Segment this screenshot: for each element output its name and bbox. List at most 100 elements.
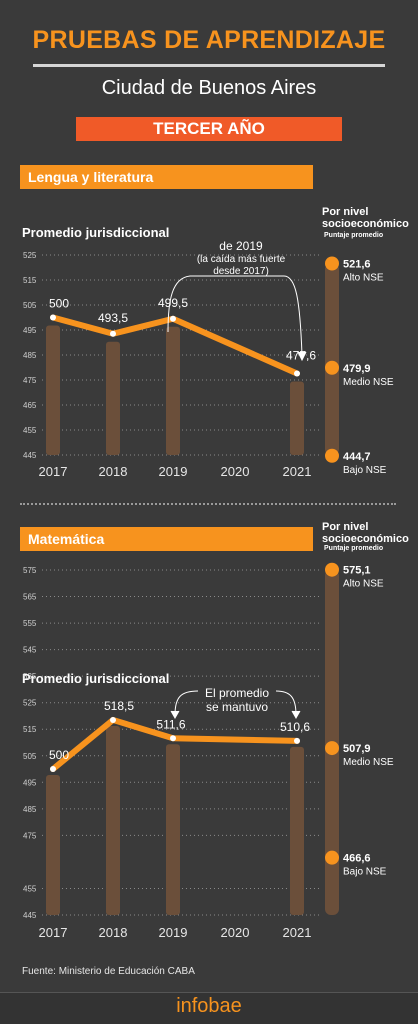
nse-category-label: Alto NSE — [343, 273, 384, 284]
nse-header-lengua: Por nivel socioeconómico — [322, 206, 409, 230]
x-tick-label: 2020 — [221, 464, 250, 479]
y-tick-label: 485 — [23, 805, 37, 814]
y-tick-label: 525 — [23, 251, 37, 260]
annotation-bracket — [174, 690, 199, 716]
data-point — [294, 370, 300, 377]
year-bar — [106, 725, 120, 915]
nse-category-label: Bajo NSE — [343, 867, 387, 878]
year-bar — [46, 775, 60, 915]
y-tick-label: 485 — [23, 351, 37, 360]
year-bar — [290, 381, 304, 455]
y-tick-label: 505 — [23, 752, 37, 761]
y-tick-label: 575 — [23, 566, 37, 575]
annotation-arrow — [297, 351, 307, 362]
nse-category-label: Medio NSE — [343, 757, 394, 768]
annotation-arrow — [291, 710, 301, 720]
nse-header-matematica: Por nivel socioeconómico — [322, 521, 409, 545]
data-point — [170, 735, 176, 742]
nse-point — [325, 256, 339, 271]
y-tick-label: 555 — [23, 619, 37, 628]
y-tick-label: 525 — [23, 699, 37, 708]
data-label: 510,6 — [280, 720, 310, 734]
data-label: 518,5 — [104, 699, 134, 713]
section-tab-matematica: Matemática — [20, 527, 313, 551]
data-label: 511,6 — [156, 717, 185, 731]
data-point — [110, 716, 116, 723]
data-label: 500 — [49, 748, 69, 762]
year-bar — [290, 746, 304, 915]
annotation-note: (la caída más fuerte — [197, 254, 286, 265]
chart-lengua: 525 515 505 495 485 475 465 455 445 500 493,5 499,5… — [23, 240, 394, 479]
data-point — [110, 330, 116, 337]
y-tick-label: 475 — [23, 376, 37, 385]
data-point — [170, 315, 176, 322]
nse-category-label: Bajo NSE — [343, 465, 387, 476]
avg-header-matematica: Promedio jurisdiccional — [22, 671, 170, 686]
infobae-logo: infobae — [176, 995, 242, 1017]
y-tick-label: 565 — [23, 593, 37, 602]
y-tick-label: 465 — [23, 401, 37, 410]
y-tick-label: 495 — [23, 326, 37, 335]
nse-subheader-lengua: Puntaje promedio — [324, 232, 384, 239]
data-label: 500 — [49, 297, 69, 311]
chart-matematica: 575 565 555 545 535 525 515 505 495 485 475 455 445 5… — [23, 562, 394, 940]
nse-bar — [325, 263, 339, 455]
nse-point — [325, 741, 339, 756]
y-tick-label: 515 — [23, 725, 37, 734]
annotation-text: de 2019 — [219, 240, 263, 253]
data-point — [50, 314, 56, 321]
nse-category-label: Medio NSE — [343, 377, 394, 388]
section-tab-lengua: Lengua y literatura — [20, 165, 313, 189]
nse-value-label: 444,7 — [343, 451, 371, 463]
annotation-text: se mantuvo — [206, 700, 268, 714]
annotation-bracket — [275, 690, 297, 716]
nse-value-label: 521,6 — [343, 259, 371, 271]
data-point — [50, 766, 56, 773]
x-tick-label: 2021 — [283, 464, 312, 479]
nse-value-label: 479,9 — [343, 363, 371, 375]
y-tick-label: 445 — [23, 911, 37, 920]
footer-rule — [0, 992, 418, 993]
nse-value-label: 466,6 — [343, 853, 371, 865]
y-tick-label: 455 — [23, 426, 37, 435]
y-tick-label: 475 — [23, 831, 37, 840]
section-divider — [20, 503, 396, 505]
series-line — [50, 314, 300, 377]
annotation-note: desde 2017) — [213, 266, 269, 277]
y-tick-label: 515 — [23, 276, 37, 285]
grade-banner: TERCER AÑO — [76, 117, 342, 141]
nse-subheader-matematica: Puntaje promedio — [324, 545, 384, 552]
nse-point — [325, 448, 339, 463]
y-tick-label: 455 — [23, 884, 37, 893]
y-tick-label: 505 — [23, 301, 37, 310]
x-tick-label: 2020 — [221, 925, 250, 940]
y-tick-label: 495 — [23, 778, 37, 787]
year-bar — [106, 341, 120, 455]
y-tick-label: 535 — [23, 672, 37, 681]
annotation-bracket — [167, 275, 303, 356]
nse-value-label: 575,1 — [343, 565, 371, 577]
nse-point — [325, 850, 339, 865]
y-tick-label: 545 — [23, 646, 37, 655]
year-bar — [166, 326, 180, 455]
data-label: 493,5 — [98, 311, 128, 325]
x-tick-label: 2019 — [159, 464, 188, 479]
x-tick-label: 2021 — [283, 925, 312, 940]
year-bar — [166, 744, 180, 915]
annotation-text: El promedio — [205, 686, 269, 700]
data-point — [294, 737, 300, 744]
avg-header-lengua: Promedio jurisdiccional — [22, 225, 170, 240]
nse-point — [325, 360, 339, 375]
nse-category-label: Alto NSE — [343, 579, 384, 590]
x-tick-label: 2019 — [159, 925, 188, 940]
year-bar — [46, 325, 60, 455]
x-tick-label: 2017 — [39, 464, 68, 479]
nse-point — [325, 562, 339, 577]
page-title: PRUEBAS DE APRENDIZAJE — [32, 26, 386, 54]
annotation-arrow — [170, 710, 180, 720]
page-subtitle: Ciudad de Buenos Aires — [101, 77, 317, 99]
nse-value-label: 507,9 — [343, 743, 371, 755]
source-note: Fuente: Ministerio de Educación CABA — [22, 966, 195, 977]
x-tick-label: 2018 — [99, 464, 128, 479]
data-label: 499,5 — [158, 296, 188, 310]
